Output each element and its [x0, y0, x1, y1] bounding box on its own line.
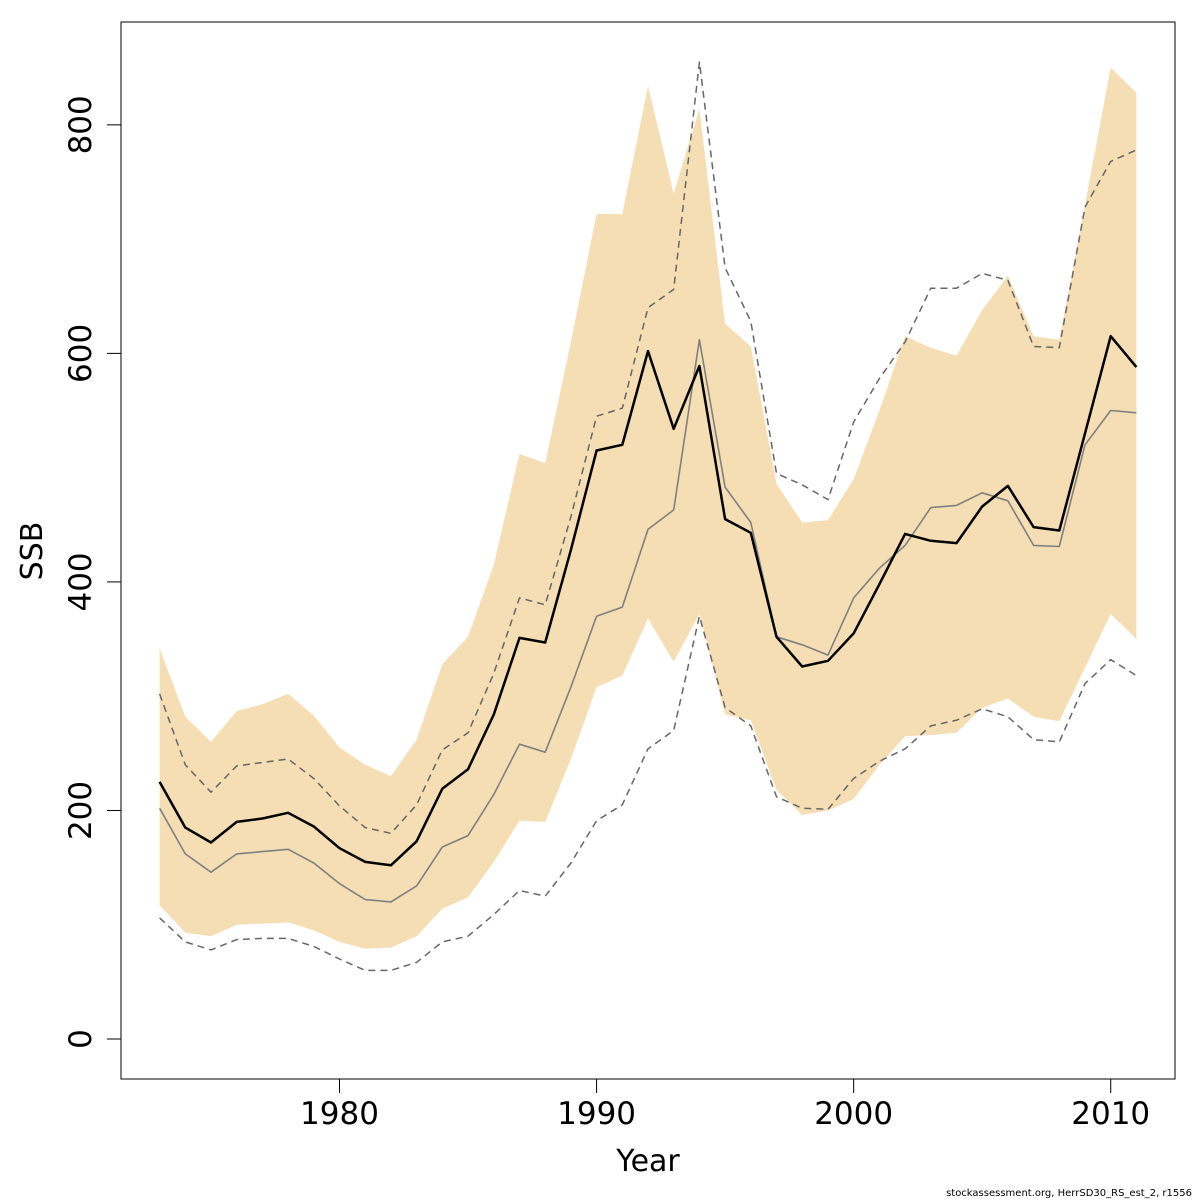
y-tick-label: 0	[63, 1029, 99, 1049]
series-line-comparison	[158, 338, 1137, 903]
x-tick-label: 1980	[300, 1096, 379, 1132]
y-tick-label: 200	[63, 781, 99, 840]
x-axis: 1980 1990 2000 2010	[300, 1078, 1150, 1132]
x-tick-label: 1990	[557, 1096, 636, 1132]
y-axis: 0 200 400 600 800	[63, 95, 122, 1049]
series-line-estimate	[158, 334, 1138, 867]
y-tick-label: 400	[63, 552, 99, 611]
y-tick-label: 600	[63, 324, 99, 383]
x-tick-label: 2000	[814, 1096, 893, 1132]
x-tick-label: 2010	[1071, 1096, 1150, 1132]
footer-caption: stockassessment.org, HerrSD30_RS_est_2, …	[946, 1188, 1192, 1199]
plot-area	[158, 61, 1138, 972]
y-tick-label: 800	[63, 95, 99, 154]
series-line-comparison-lower	[159, 615, 1137, 972]
x-axis-title: Year	[615, 1144, 680, 1179]
y-axis-title: SSB	[15, 522, 50, 581]
confidence-band	[159, 67, 1137, 949]
series-line-comparison-upper	[158, 61, 1137, 835]
